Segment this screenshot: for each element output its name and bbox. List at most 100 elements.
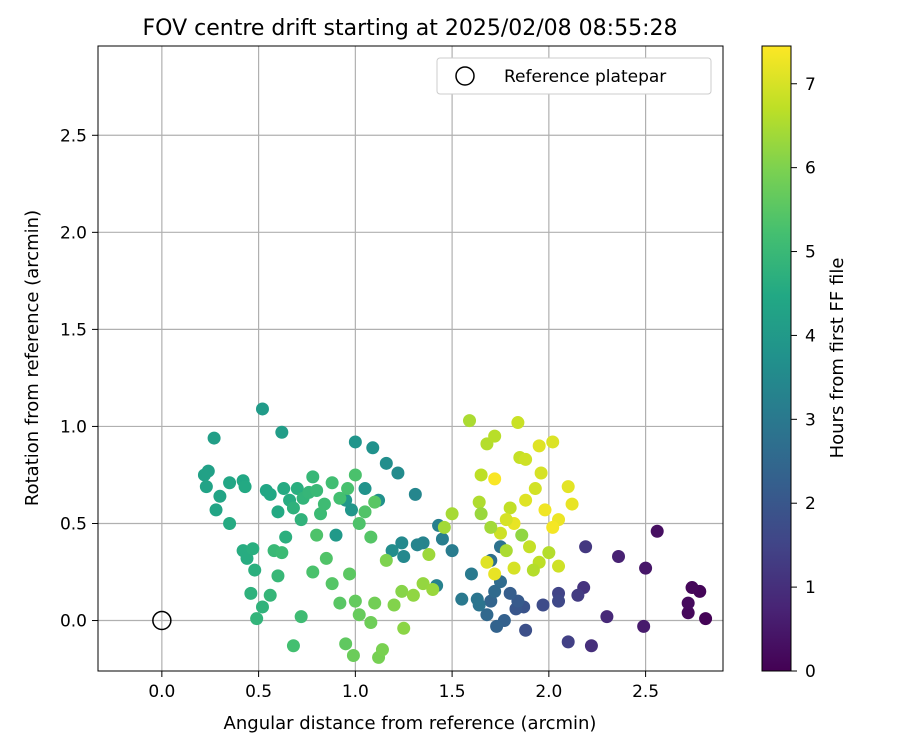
- legend-entry: Reference platepar: [504, 67, 666, 87]
- data-point: [333, 491, 347, 505]
- data-point: [325, 476, 339, 490]
- colorbar-ticks: 0 1 2 3 4 5 6 7: [791, 75, 816, 682]
- data-point: [526, 563, 540, 577]
- colorbar-tick-label: 7: [805, 75, 816, 95]
- data-point: [339, 637, 353, 651]
- data-point: [488, 429, 502, 443]
- grid: [98, 46, 723, 671]
- data-point: [240, 551, 254, 565]
- data-point: [325, 577, 339, 591]
- data-point: [333, 596, 347, 610]
- data-point: [480, 555, 494, 569]
- data-point: [223, 476, 237, 490]
- data-point: [341, 482, 355, 496]
- data-point: [422, 548, 436, 562]
- legend: Reference platepar: [436, 57, 712, 95]
- data-point: [699, 612, 713, 626]
- y-tick-label: 2.5: [60, 126, 87, 146]
- data-point: [561, 635, 575, 649]
- data-point: [546, 435, 560, 449]
- data-point: [209, 503, 223, 517]
- data-point: [488, 472, 502, 486]
- colorbar-tick-label: 2: [805, 494, 816, 514]
- data-point: [197, 468, 211, 482]
- colorbar: 0 1 2 3 4 5 6 7 Hours from first FF file: [761, 45, 848, 682]
- data-point: [294, 513, 308, 527]
- colorbar-label: Hours from first FF file: [827, 258, 848, 459]
- data-point: [681, 606, 695, 620]
- data-point: [213, 489, 227, 503]
- data-point: [685, 581, 699, 595]
- y-axis-ticks: 0.0 0.5 1.0 1.5 2.0 2.5: [60, 126, 98, 632]
- data-point: [275, 425, 289, 439]
- data-point: [343, 567, 357, 581]
- data-point: [375, 643, 389, 657]
- data-point: [503, 501, 517, 515]
- data-point: [552, 559, 566, 573]
- data-point: [499, 513, 513, 527]
- data-point: [250, 612, 264, 626]
- x-tick-label: 0.0: [148, 682, 175, 702]
- colorbar-tick-label: 1: [805, 578, 816, 598]
- data-point: [532, 439, 546, 453]
- data-point: [511, 416, 525, 430]
- data-point: [650, 524, 664, 538]
- data-point: [410, 538, 424, 552]
- data-point: [552, 594, 566, 608]
- x-axis-ticks: 0.0 0.5 1.0 1.5 2.0 2.5: [148, 671, 659, 702]
- chart-title: FOV centre drift starting at 2025/02/08 …: [143, 16, 678, 41]
- data-point: [612, 549, 626, 563]
- data-point: [534, 466, 548, 480]
- data-point: [248, 563, 262, 577]
- data-point: [528, 482, 542, 496]
- y-tick-label: 1.0: [60, 417, 87, 437]
- y-tick-label: 1.5: [60, 320, 87, 340]
- data-point: [263, 487, 277, 501]
- data-point: [639, 561, 653, 575]
- colorbar-tick-label: 5: [805, 243, 816, 263]
- data-point: [480, 608, 494, 622]
- colorbar-tick-label: 6: [805, 159, 816, 179]
- plot-frame: [97, 45, 724, 672]
- colorbar-gradient: [761, 45, 792, 672]
- data-point: [455, 592, 469, 606]
- data-point: [306, 470, 320, 484]
- data-point: [263, 588, 277, 602]
- y-tick-label: 0.0: [60, 612, 87, 632]
- legend-marker-icon: [455, 66, 475, 86]
- data-point: [275, 546, 289, 560]
- y-tick-label: 0.5: [60, 514, 87, 534]
- data-point: [571, 588, 585, 602]
- x-tick-label: 2.5: [632, 682, 659, 702]
- data-point: [488, 584, 502, 598]
- data-point: [536, 598, 550, 612]
- data-point: [358, 505, 372, 519]
- x-tick-label: 1.0: [342, 682, 369, 702]
- data-point: [515, 528, 529, 542]
- data-point: [474, 507, 488, 521]
- legend-box: [436, 57, 712, 95]
- data-point: [255, 402, 269, 416]
- data-point: [368, 495, 382, 509]
- data-point: [348, 594, 362, 608]
- data-point: [474, 468, 488, 482]
- data-point: [499, 544, 513, 558]
- data-point: [637, 619, 651, 633]
- data-point: [223, 516, 237, 530]
- data-point: [310, 483, 324, 497]
- data-point: [246, 542, 260, 556]
- data-point: [207, 431, 221, 445]
- data-point: [306, 565, 320, 579]
- data-point: [484, 520, 498, 534]
- data-point: [490, 619, 504, 633]
- data-point: [379, 553, 393, 567]
- data-point: [519, 493, 533, 507]
- data-point: [600, 610, 614, 624]
- data-point: [519, 452, 533, 466]
- data-point: [348, 435, 362, 449]
- data-point: [464, 567, 478, 581]
- data-point: [352, 516, 366, 530]
- data-point: [358, 482, 372, 496]
- data-point: [470, 592, 484, 606]
